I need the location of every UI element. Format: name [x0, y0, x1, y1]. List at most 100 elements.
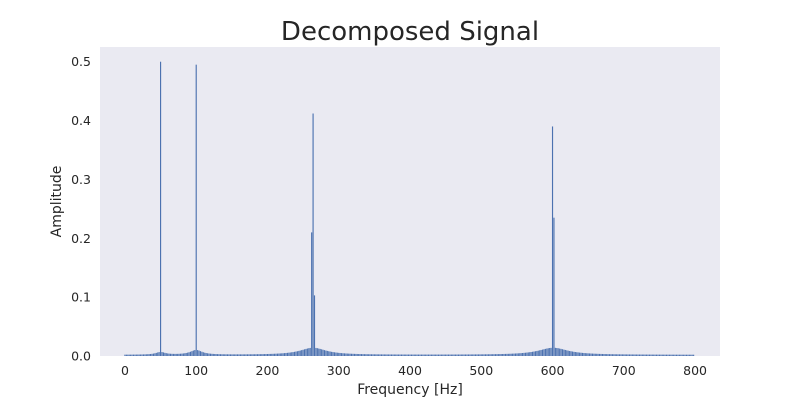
bar — [128, 354, 130, 356]
bar — [410, 354, 412, 356]
bar — [596, 353, 598, 356]
bar — [408, 354, 410, 356]
bar — [339, 352, 341, 356]
bar — [420, 354, 422, 356]
bar — [564, 349, 566, 356]
bar — [554, 347, 556, 356]
bar — [624, 354, 626, 356]
bar — [325, 350, 327, 356]
bar — [225, 354, 227, 356]
bar — [174, 353, 176, 356]
bar — [261, 354, 263, 356]
bar — [457, 354, 460, 356]
bar — [634, 354, 636, 356]
bar — [465, 354, 467, 356]
bar — [279, 353, 281, 356]
bar — [549, 347, 551, 356]
bar — [514, 353, 517, 356]
bar — [137, 354, 139, 356]
bar — [474, 354, 477, 356]
bar — [417, 354, 420, 356]
bar — [608, 354, 611, 356]
bar — [660, 354, 662, 356]
bar — [601, 353, 603, 356]
bar — [684, 354, 686, 356]
bar — [631, 354, 633, 356]
bar — [358, 354, 360, 356]
bar — [658, 354, 660, 356]
bar — [583, 353, 585, 356]
bar — [551, 126, 554, 356]
bar — [208, 353, 210, 356]
bar — [426, 354, 428, 356]
bar — [321, 349, 323, 356]
bar — [530, 352, 532, 356]
bar — [282, 353, 284, 356]
bar — [647, 354, 649, 356]
bar — [184, 353, 186, 356]
bar — [295, 351, 297, 356]
bar — [265, 354, 267, 356]
bar — [617, 354, 619, 356]
bar — [492, 354, 494, 356]
bar — [510, 353, 512, 356]
bar — [524, 352, 527, 356]
bar — [591, 353, 594, 356]
x-tick-label: 700 — [612, 363, 636, 378]
bar — [691, 354, 693, 356]
bar — [573, 351, 575, 356]
bar — [598, 353, 601, 356]
bar — [291, 352, 293, 356]
bar — [670, 354, 672, 356]
bar — [504, 353, 507, 356]
bar — [292, 352, 294, 356]
bar — [293, 351, 296, 356]
bar — [507, 353, 509, 356]
bar — [289, 352, 291, 356]
bar — [430, 354, 432, 356]
bar — [316, 348, 318, 356]
bar — [226, 354, 229, 356]
bar — [309, 347, 311, 356]
bar — [526, 352, 528, 356]
bar — [248, 354, 250, 356]
bar — [285, 352, 287, 356]
bar — [419, 354, 421, 356]
bar — [235, 354, 237, 356]
bar — [567, 350, 569, 356]
bar — [224, 354, 226, 356]
bar — [368, 354, 370, 356]
bar — [439, 354, 441, 356]
bar — [590, 353, 592, 356]
bar — [442, 354, 444, 356]
bar — [328, 351, 330, 356]
bar — [693, 354, 695, 356]
bar — [254, 354, 256, 356]
bar — [312, 113, 314, 356]
y-axis-label: Amplitude — [49, 166, 65, 238]
bar — [169, 353, 172, 356]
bar — [258, 354, 260, 356]
bar — [138, 354, 140, 356]
y-tick-label: 0.1 — [71, 290, 91, 305]
bar — [251, 354, 253, 356]
bar — [246, 354, 249, 356]
bar — [532, 351, 534, 356]
bar — [306, 348, 308, 356]
bar — [499, 354, 501, 356]
bar — [569, 350, 571, 356]
bar — [626, 354, 628, 356]
bar — [611, 354, 613, 356]
bar — [403, 354, 405, 356]
bar — [350, 353, 353, 356]
bar — [303, 349, 306, 356]
bar — [252, 354, 254, 356]
bar — [363, 354, 365, 356]
bar — [162, 352, 164, 356]
bar — [238, 354, 240, 356]
bar — [171, 353, 173, 356]
bar — [236, 354, 239, 356]
bar — [329, 351, 331, 356]
bar — [482, 354, 484, 356]
bar — [386, 354, 388, 356]
